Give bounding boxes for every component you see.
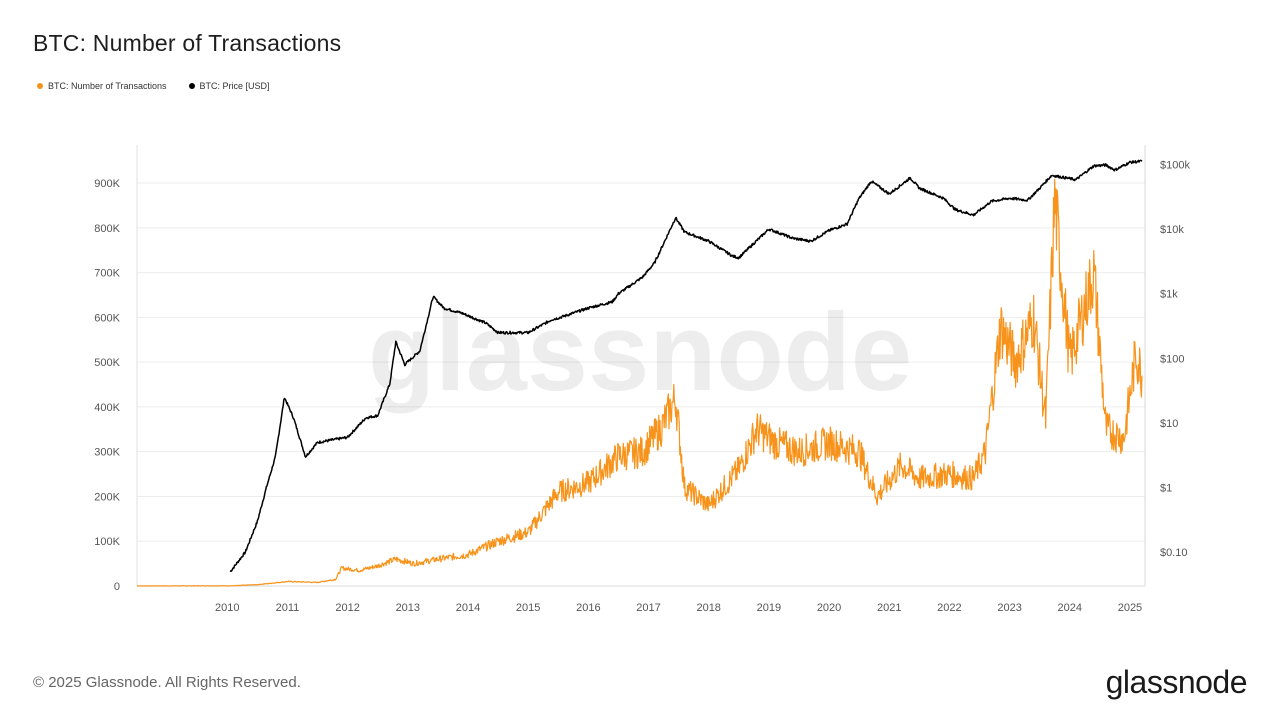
x-tick-label: 2013 xyxy=(396,602,420,614)
x-tick-label: 2011 xyxy=(276,602,300,614)
y-right-tick-label: $1 xyxy=(1160,483,1172,495)
x-tick-label: 2010 xyxy=(215,602,239,614)
x-tick-label: 2024 xyxy=(1058,602,1082,614)
x-tick-label: 2025 xyxy=(1118,602,1142,614)
legend-label-transactions: BTC: Number of Transactions xyxy=(48,81,167,91)
y-right-tick-label: $10k xyxy=(1160,224,1184,236)
x-tick-label: 2015 xyxy=(516,602,540,614)
y-left-tick-label: 200K xyxy=(94,491,120,503)
x-tick-label: 2012 xyxy=(335,602,359,614)
y-left-tick-label: 400K xyxy=(94,402,120,414)
x-tick-label: 2016 xyxy=(576,602,600,614)
y-left-tick-label: 100K xyxy=(94,536,120,548)
x-tick-label: 2014 xyxy=(456,602,480,614)
y-right-tick-label: $1k xyxy=(1160,289,1178,301)
legend-dot-transactions xyxy=(37,83,43,89)
y-right-tick-label: $100 xyxy=(1160,353,1184,365)
y-left-tick-label: 700K xyxy=(94,268,120,280)
legend-dot-price xyxy=(188,83,195,89)
series-line-transactions xyxy=(137,178,1143,587)
x-tick-label: 2019 xyxy=(757,602,781,614)
legend: BTC: Number of Transactions BTC: Price [… xyxy=(37,81,270,91)
legend-item-price[interactable]: BTC: Price [USD] xyxy=(188,81,270,91)
y-right-tick-label: $100k xyxy=(1160,159,1190,171)
y-left-tick-label: 300K xyxy=(94,447,120,459)
page-title: BTC: Number of Transactions xyxy=(33,30,342,56)
y-left-tick-label: 0 xyxy=(114,581,120,593)
legend-item-transactions[interactable]: BTC: Number of Transactions xyxy=(37,81,167,91)
series-line-price xyxy=(229,159,1143,573)
x-tick-label: 2023 xyxy=(997,602,1021,614)
x-tick-label: 2022 xyxy=(937,602,961,614)
glassnode-logo: glassnode xyxy=(1105,664,1248,700)
x-tick-label: 2020 xyxy=(817,602,841,614)
legend-label-price: BTC: Price [USD] xyxy=(199,81,270,91)
x-tick-label: 2021 xyxy=(877,602,901,614)
y-right-tick-label: $10 xyxy=(1160,418,1178,430)
copyright-text: © 2025 Glassnode. All Rights Reserved. xyxy=(33,674,301,691)
x-tick-label: 2018 xyxy=(696,602,720,614)
y-left-tick-label: 500K xyxy=(94,357,120,369)
y-right-tick-label: $0.10 xyxy=(1160,547,1188,559)
y-left-tick-label: 900K xyxy=(94,178,120,190)
x-tick-label: 2017 xyxy=(636,602,660,614)
y-left-tick-label: 800K xyxy=(94,223,120,235)
y-left-tick-label: 600K xyxy=(94,312,120,324)
